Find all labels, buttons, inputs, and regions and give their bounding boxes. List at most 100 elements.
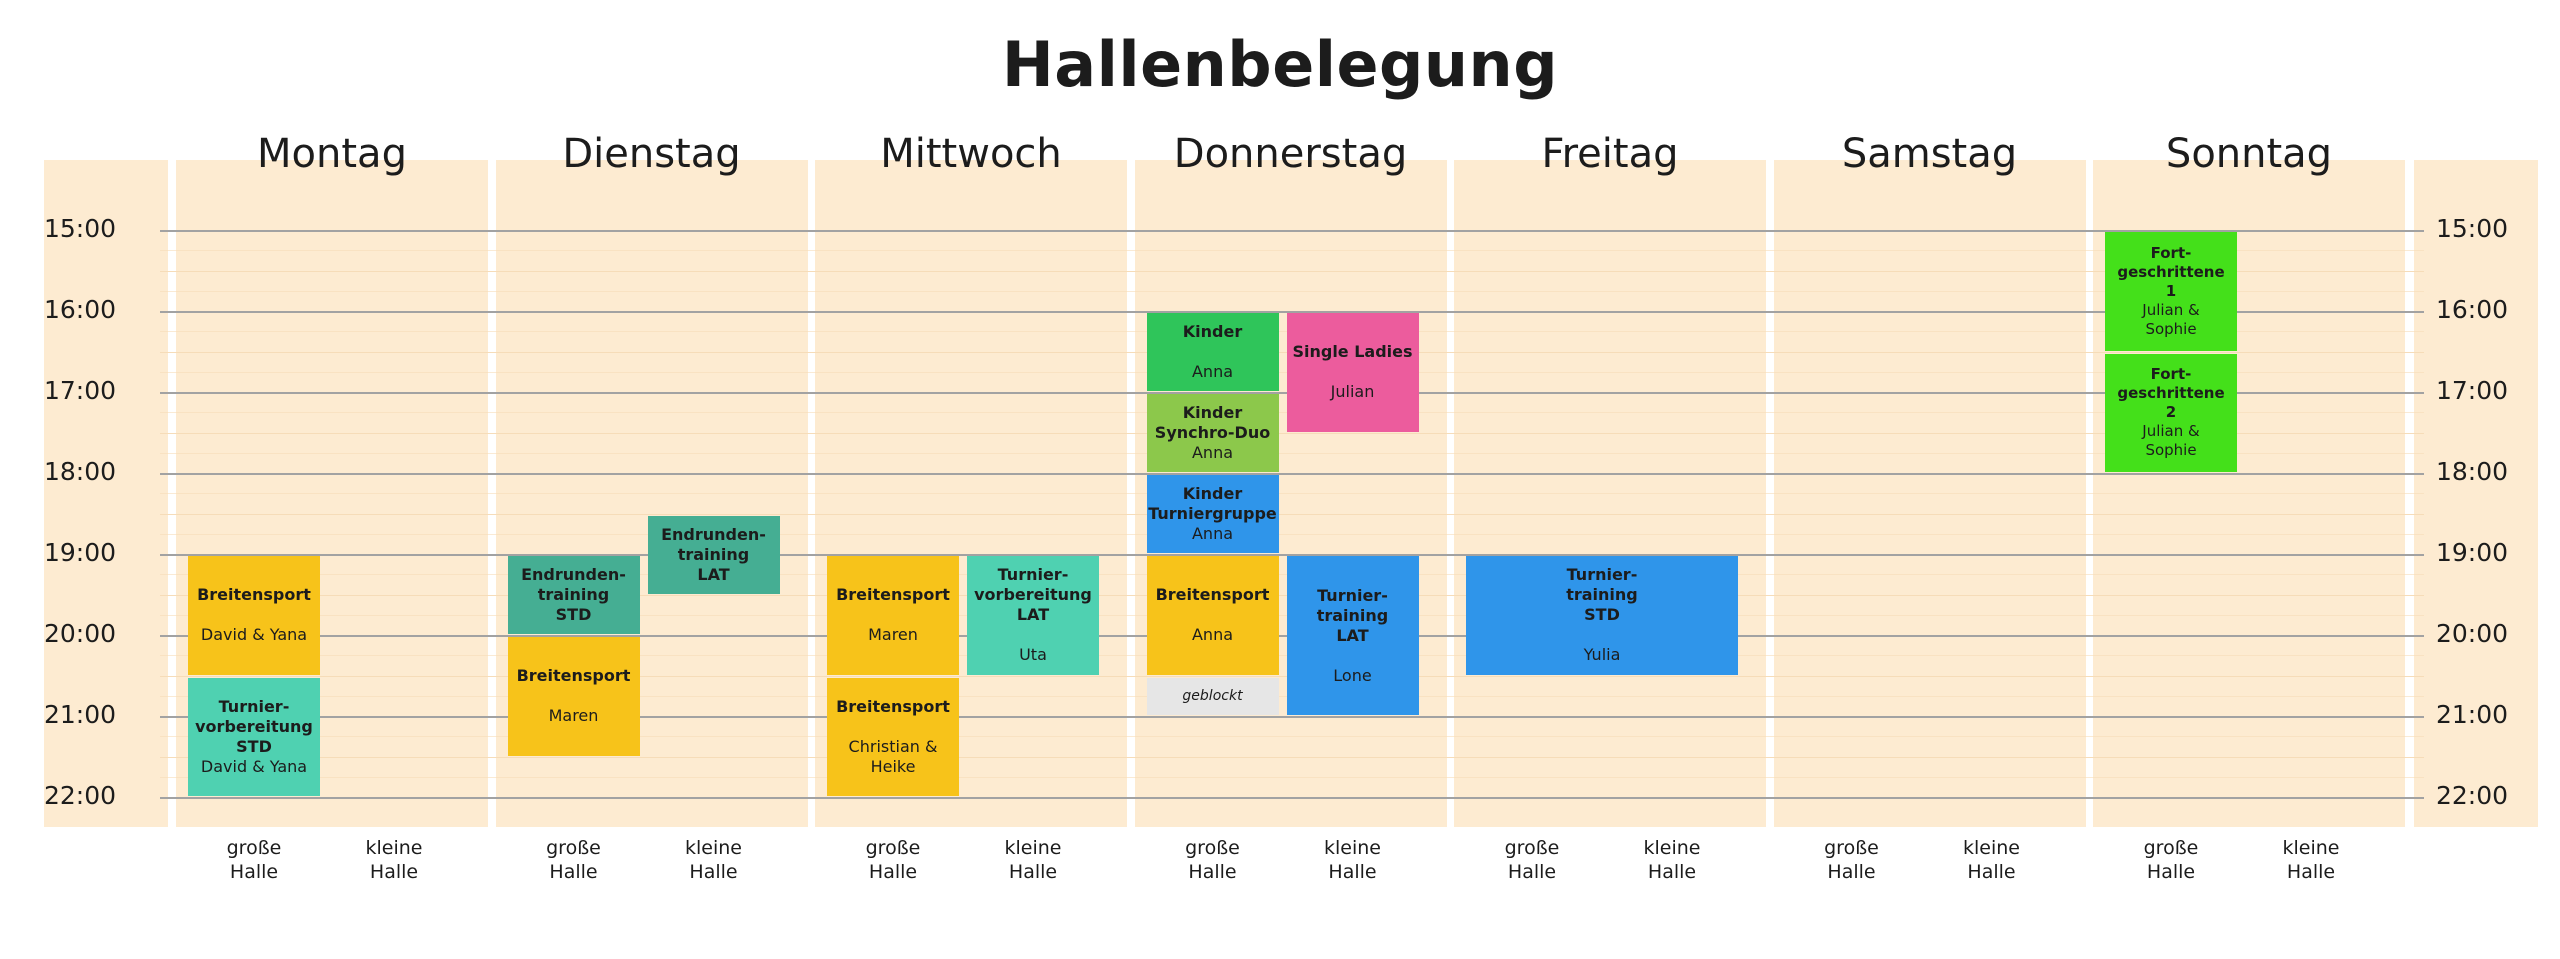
day-header-montag: Montag [257, 131, 407, 177]
hall-label-gross: große Halle [1824, 837, 1879, 883]
quarter-hour-line [160, 736, 2424, 738]
event-block[interactable]: Fort- geschrittene 2 Julian & Sophie [2105, 353, 2237, 472]
event-trainer: Anna [1191, 524, 1234, 543]
event-title: Kinder Turniergruppe [1148, 484, 1277, 523]
blocked-slot: geblockt [1146, 677, 1279, 715]
time-label-left: 19:00 [44, 538, 117, 567]
event-title: Turnier- vorbereitung STD [195, 696, 313, 756]
time-label-left: 20:00 [44, 619, 117, 648]
event-block[interactable]: Breitensport Anna [1146, 556, 1279, 675]
event-block[interactable]: Turnier- training STD Yulia [1466, 556, 1738, 675]
event-trainer: Maren [548, 706, 599, 726]
event-title: Breitensport [1155, 585, 1270, 605]
event-block[interactable]: Breitensport David & Yana [188, 556, 320, 675]
event-title: Kinder [1182, 322, 1243, 341]
half-hour-line [160, 756, 2424, 758]
time-label-right: 21:00 [2436, 700, 2509, 729]
event-title: Endrunden- training STD [521, 565, 626, 624]
day-header-sonntag: Sonntag [2165, 131, 2333, 177]
hall-label-klein: kleine Halle [2282, 837, 2340, 883]
time-label-right: 18:00 [2436, 457, 2509, 486]
event-block[interactable]: Fort- geschrittene 1 Julian & Sophie [2105, 232, 2237, 351]
time-label-right: 16:00 [2436, 295, 2509, 324]
event-title: Breitensport [197, 585, 311, 605]
day-header-donnerstag: Donnerstag [1173, 131, 1408, 177]
time-label-left: 17:00 [44, 376, 117, 405]
time-label-left: 15:00 [44, 214, 117, 243]
event-title: Kinder Synchro-Duo [1154, 403, 1271, 442]
time-label-left: 21:00 [44, 700, 117, 729]
hall-label-klein: kleine Halle [1963, 837, 2020, 883]
hour-line [160, 473, 2424, 475]
hall-label-gross: große Halle [865, 837, 921, 883]
time-label-right: 15:00 [2436, 214, 2509, 243]
time-label-left: 16:00 [44, 295, 117, 324]
event-title: Single Ladies [1292, 342, 1413, 362]
event-block[interactable]: Turnier- training LAT Lone [1286, 556, 1419, 715]
hall-label-klein: kleine Halle [1004, 837, 1062, 883]
half-hour-line [160, 432, 2424, 434]
event-title: Fort- geschrittene 1 [2117, 243, 2225, 300]
event-block[interactable]: Endrunden- training STD [507, 556, 640, 634]
time-label-left: 18:00 [44, 457, 117, 486]
event-trainer: Uta [1019, 645, 1047, 665]
hall-label-gross: große Halle [1504, 837, 1560, 883]
event-trainer: Yulia [1583, 645, 1621, 665]
hour-line [160, 554, 2424, 556]
hall-label-gross: große Halle [1185, 837, 1240, 883]
event-title: Breitensport [836, 696, 950, 716]
event-block[interactable]: Breitensport Christian & Heike [827, 677, 959, 796]
event-title: Fort- geschrittene 2 [2117, 365, 2225, 422]
hall-label-klein: kleine Halle [1324, 837, 1381, 883]
time-band-right [2414, 160, 2538, 827]
event-block[interactable]: Kinder Turniergruppe Anna [1146, 475, 1279, 553]
event-block[interactable]: Breitensport Maren [507, 637, 640, 756]
page-title: Hallenbelegung [1001, 28, 1559, 101]
hall-label-gross: große Halle [226, 837, 282, 883]
event-trainer: Julian & Sophie [2142, 300, 2200, 338]
event-trainer: Anna [1191, 362, 1234, 381]
quarter-hour-line [160, 452, 2424, 454]
event-trainer: David & Yana [200, 756, 308, 776]
hour-line [160, 311, 2424, 313]
day-header-mittwoch: Mittwoch [880, 131, 1062, 177]
event-trainer: David & Yana [200, 625, 308, 645]
day-header-freitag: Freitag [1541, 131, 1679, 177]
event-title: Turnier- training LAT [1316, 585, 1389, 645]
hall-label-klein: kleine Halle [365, 837, 423, 883]
event-trainer: Anna [1191, 625, 1234, 645]
event-block[interactable]: Turnier- vorbereitung STD David & Yana [188, 677, 320, 796]
event-block[interactable]: Turnier- vorbereitung LAT Uta [967, 556, 1099, 675]
hall-label-klein: kleine Halle [1643, 837, 1701, 883]
time-label-left: 22:00 [44, 781, 117, 810]
event-block[interactable]: Single Ladies Julian [1286, 313, 1419, 432]
time-label-right: 19:00 [2436, 538, 2509, 567]
event-block[interactable]: Kinder Synchro-Duo Anna [1146, 394, 1279, 472]
quarter-hour-line [160, 493, 2424, 495]
event-title: Turnier- vorbereitung LAT [974, 565, 1092, 625]
day-header-dienstag: Dienstag [562, 131, 741, 177]
event-title: Breitensport [836, 585, 950, 605]
event-trainer: Maren [868, 625, 918, 645]
hour-line [160, 230, 2424, 232]
event-trainer: Julian & Sophie [2142, 422, 2200, 460]
time-band-left [44, 160, 168, 827]
time-label-right: 17:00 [2436, 376, 2509, 405]
event-trainer: Anna [1191, 443, 1234, 462]
event-trainer: Christian & Heike [848, 736, 938, 776]
event-title: Turnier- training STD [1566, 565, 1638, 625]
event-block[interactable]: Endrunden- training LAT [647, 515, 780, 594]
quarter-hour-line [160, 290, 2424, 292]
event-trainer: Julian [1330, 382, 1375, 402]
time-label-right: 22:00 [2436, 781, 2509, 810]
event-block[interactable]: Kinder Anna [1146, 313, 1279, 391]
quarter-hour-line [160, 776, 2424, 778]
half-hour-line [160, 513, 2424, 515]
event-title: Breitensport [516, 666, 631, 686]
hour-line [160, 716, 2424, 718]
hall-label-gross: große Halle [546, 837, 601, 883]
event-block[interactable]: Breitensport Maren [827, 556, 959, 675]
hall-label-gross: große Halle [2143, 837, 2199, 883]
half-hour-line [160, 270, 2424, 272]
hall-label-klein: kleine Halle [685, 837, 742, 883]
